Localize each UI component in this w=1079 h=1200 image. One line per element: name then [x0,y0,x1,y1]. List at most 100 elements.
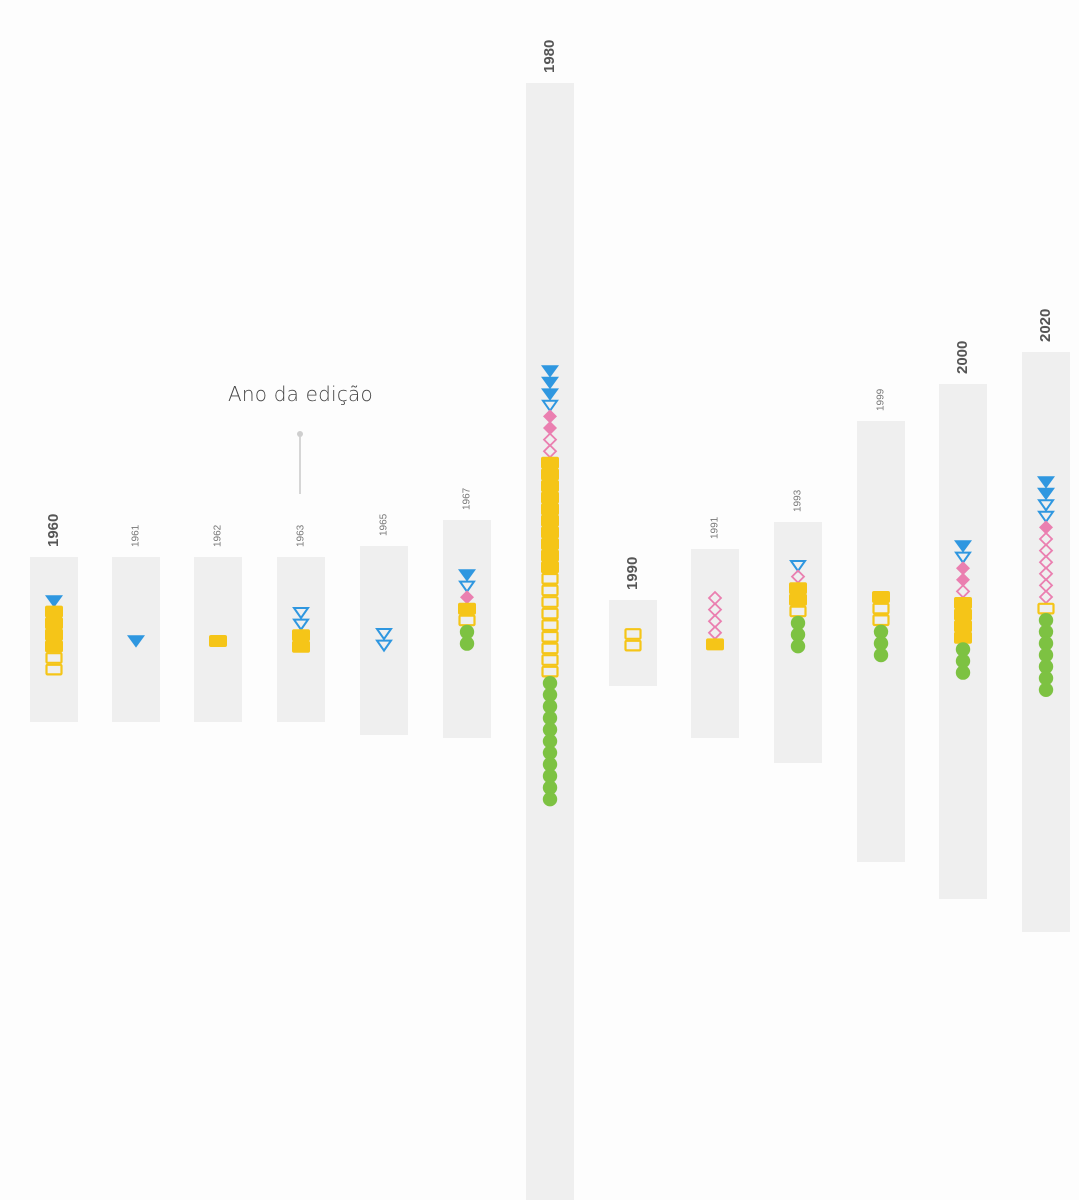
filled-circle-mark [542,734,558,749]
filled-square-mark [541,480,559,492]
outline-square-mark [45,663,63,676]
year-column-1980: 1980 [526,40,574,1200]
filled-circle-mark [790,615,806,631]
filled-circle-mark [1038,671,1054,686]
annotation-dot [297,431,303,437]
filled-triangle-mark [1037,476,1055,489]
filled-circle-mark [1038,636,1054,651]
filled-diamond-mark [1039,520,1053,535]
outline-square-mark [541,572,559,585]
filled-diamond-mark [956,572,970,587]
outline-triangle-mark [789,560,807,573]
filled-circle-mark [542,780,558,795]
filled-triangle-mark [458,569,476,582]
year-column-1963: 1963 [277,524,325,722]
annotation-label: Ano da edição [228,382,373,406]
filled-square-mark [45,605,63,618]
outline-triangle-mark [292,618,310,632]
filled-circle-mark [459,636,475,651]
filled-circle-mark [1038,647,1054,663]
year-column-1999: 1999 [857,388,905,862]
filled-square-mark [292,629,310,642]
filled-diamond-mark [460,590,474,605]
outline-triangle-mark [1037,499,1055,512]
filled-circle-mark [790,627,806,642]
filled-square-mark [541,538,559,550]
year-column-1960: 1960 [30,514,78,722]
outline-triangle-mark [458,580,476,594]
filled-triangle-mark [127,635,145,648]
filled-circle-mark [542,745,558,760]
filled-circle-mark [955,642,971,657]
filled-circle-mark [873,636,889,651]
filled-circle-mark [542,710,558,726]
filled-square-mark [292,640,310,653]
filled-circle-mark [790,639,806,654]
filled-square-mark [541,549,559,562]
filled-square-mark [954,608,972,621]
column-background [609,600,657,686]
filled-circle-mark [542,768,558,784]
year-column-2020: 2020 [1022,309,1070,932]
outline-triangle-mark [541,399,559,413]
outline-square-mark [541,642,559,655]
outline-square-mark [541,607,559,620]
filled-circle-mark [873,624,889,639]
year-label: 1999 [876,388,887,411]
filled-square-mark [954,597,972,609]
filled-diamond-mark [543,409,557,424]
year-label: 1960 [45,514,62,547]
year-label: 2020 [1037,309,1054,342]
filled-square-mark [789,582,807,595]
year-label: 1965 [379,513,390,536]
filled-circle-mark [1038,624,1054,639]
year-label: 1993 [793,489,804,512]
year-column-1961: 1961 [112,524,160,722]
filled-square-mark [872,591,890,603]
filled-triangle-mark [954,540,972,553]
filled-square-mark [541,468,559,481]
filled-circle-mark [459,624,475,640]
filled-triangle-mark [45,595,63,608]
outline-triangle-mark [1037,510,1055,524]
year-column-1962: 1962 [194,524,242,722]
filled-square-mark [45,640,63,653]
filled-circle-mark [542,676,558,691]
filled-square-mark [541,561,559,574]
outline-square-mark [541,630,559,643]
year-column-1990: 1990 [609,557,657,686]
outline-square-mark [624,639,642,652]
filled-circle-mark [955,665,971,680]
year-label: 2000 [954,341,971,374]
filled-circle-mark [542,687,558,702]
columns-layer: 1960 1961 1962 1963 1965 1967 1980 1990 1991 1993… [30,40,1070,1200]
filled-circle-mark [542,757,558,772]
outline-square-mark [541,584,559,597]
year-label: 1961 [131,524,142,547]
filled-square-mark [541,503,559,516]
outline-square-mark [541,654,559,666]
filled-circle-mark [1038,613,1054,628]
filled-square-mark [954,620,972,633]
year-label: 1967 [462,487,473,510]
year-column-1967: 1967 [443,487,491,738]
year-column-1993: 1993 [774,489,822,763]
filled-circle-mark [1038,682,1054,697]
year-column-1991: 1991 [691,516,739,738]
filled-square-mark [45,617,63,630]
year-label: 1962 [213,524,224,547]
year-label: 1991 [710,516,721,539]
outline-square-mark [45,652,63,664]
filled-square-mark [45,628,63,641]
year-label: 1990 [624,557,641,590]
filled-square-mark [541,456,559,469]
filled-triangle-mark [541,388,559,401]
outline-square-mark [541,596,559,608]
outline-square-mark [541,619,559,632]
filled-circle-mark [542,792,558,807]
filled-circle-mark [542,699,558,714]
filled-square-mark [706,638,724,651]
filled-circle-mark [1038,659,1054,674]
filled-triangle-mark [541,365,559,378]
